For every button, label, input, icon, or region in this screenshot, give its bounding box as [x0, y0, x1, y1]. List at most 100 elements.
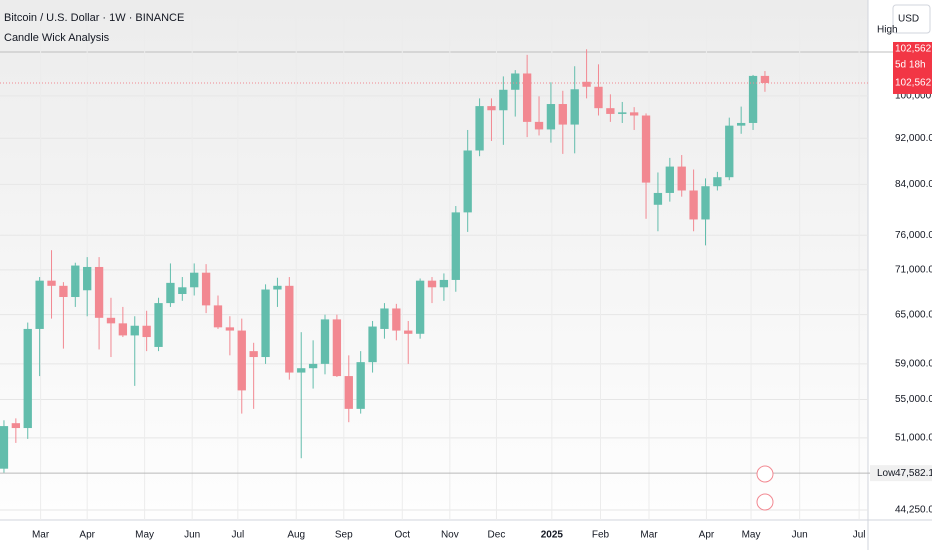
candle-body	[142, 325, 151, 338]
event-icon[interactable]	[756, 465, 774, 483]
candle-body	[71, 265, 80, 298]
candle-body	[487, 106, 496, 111]
y-tick-label: 59,000.00	[895, 359, 932, 370]
candle-body	[225, 327, 235, 331]
candle-body	[701, 186, 710, 220]
candle-body	[570, 89, 579, 125]
candle-body	[475, 106, 484, 151]
time-axis-panel	[0, 520, 932, 550]
x-tick-label: Feb	[592, 530, 610, 541]
event-icon[interactable]	[756, 493, 774, 511]
candle-body	[118, 323, 128, 336]
chart-subtitle: Candle Wick Analysis	[4, 32, 110, 44]
candle-body	[606, 108, 615, 114]
y-tick-label: 65,000.00	[895, 309, 932, 320]
candle-body	[35, 280, 44, 329]
last-price-box	[893, 42, 932, 94]
candle-body	[213, 305, 223, 328]
currency-button[interactable]	[892, 4, 931, 34]
candle-body	[618, 112, 627, 114]
candle-body	[558, 104, 567, 125]
x-tick-label: Sep	[335, 530, 353, 541]
candle-body	[534, 121, 544, 130]
candle-body	[748, 75, 758, 123]
candle-body	[249, 351, 258, 358]
candle-body	[320, 319, 330, 364]
candle-body	[23, 328, 32, 429]
last-price-label: 102,562.59	[895, 44, 932, 55]
last-price-label: 102,562.59	[895, 78, 932, 89]
x-tick-label: Mar	[640, 530, 658, 541]
candle-body	[463, 150, 472, 213]
candle-body	[653, 192, 663, 205]
candle-body	[94, 266, 104, 318]
candle-body	[404, 330, 413, 334]
candle-body	[261, 289, 270, 358]
candle-body	[499, 89, 508, 111]
x-tick-label: Jun	[184, 530, 200, 541]
candle-body	[154, 303, 163, 347]
candle-body	[594, 86, 603, 109]
candle-body	[201, 272, 211, 306]
candle-body	[106, 317, 116, 324]
y-tick-label: 84,000.00	[895, 179, 932, 190]
candle-body	[273, 285, 282, 290]
x-tick-label: Apr	[699, 530, 715, 541]
candle-body	[725, 125, 734, 178]
candle-body	[392, 308, 401, 331]
candle-body	[59, 285, 68, 298]
candle-body	[83, 266, 92, 291]
y-tick-label: 92,000.00	[895, 133, 932, 144]
low-text: Low	[877, 468, 896, 479]
candle-body	[760, 75, 770, 83]
x-tick-label: Apr	[79, 530, 95, 541]
candle-body	[356, 362, 365, 409]
x-tick-label: Mar	[32, 530, 50, 541]
candle-body	[380, 308, 389, 329]
x-tick-label: 2025	[541, 530, 564, 541]
candle-body	[237, 330, 246, 391]
candle-body	[178, 287, 187, 295]
candle-body	[344, 376, 353, 409]
y-tick-label: 44,250.00	[895, 505, 932, 516]
y-tick-label: 51,000.00	[895, 433, 932, 444]
candle-body	[677, 166, 686, 191]
countdown: 5d 18h	[895, 60, 926, 71]
y-tick-label: 71,000.00	[895, 264, 932, 275]
candle-body	[166, 282, 175, 304]
x-tick-label: May	[135, 530, 154, 541]
candle-body	[689, 190, 698, 220]
candle-body	[130, 325, 139, 336]
candle-body	[713, 177, 722, 187]
y-tick-label: 100,000.00	[895, 90, 932, 101]
x-tick-label: May	[742, 530, 761, 541]
candle-body	[439, 279, 449, 288]
candle-body	[546, 104, 556, 130]
x-tick-label: Dec	[488, 530, 506, 541]
candle-body	[368, 326, 377, 363]
candle-body	[190, 272, 199, 288]
x-tick-label: Jul	[231, 530, 244, 541]
x-tick-label: Jun	[792, 530, 808, 541]
candle-body	[427, 280, 437, 288]
low-price-label: 47,582.14	[895, 468, 932, 479]
chart-title: Bitcoin / U.S. Dollar · 1W · BINANCE	[4, 12, 184, 24]
candle-body	[522, 73, 532, 122]
currency-label[interactable]: USD	[898, 14, 919, 25]
candle-body	[308, 363, 318, 369]
x-tick-label: Jul	[853, 530, 866, 541]
candle-body	[451, 212, 460, 280]
x-tick-label: Oct	[395, 530, 411, 541]
candle-body	[332, 319, 342, 377]
candle-body	[665, 166, 674, 193]
candle-body	[297, 368, 306, 373]
candle-body	[415, 280, 425, 334]
x-tick-label: Nov	[441, 530, 459, 541]
y-tick-label: 55,000.00	[895, 394, 932, 405]
candle-body	[0, 426, 9, 469]
y-tick-label: 76,000.00	[895, 230, 932, 241]
candle-body	[629, 112, 639, 116]
